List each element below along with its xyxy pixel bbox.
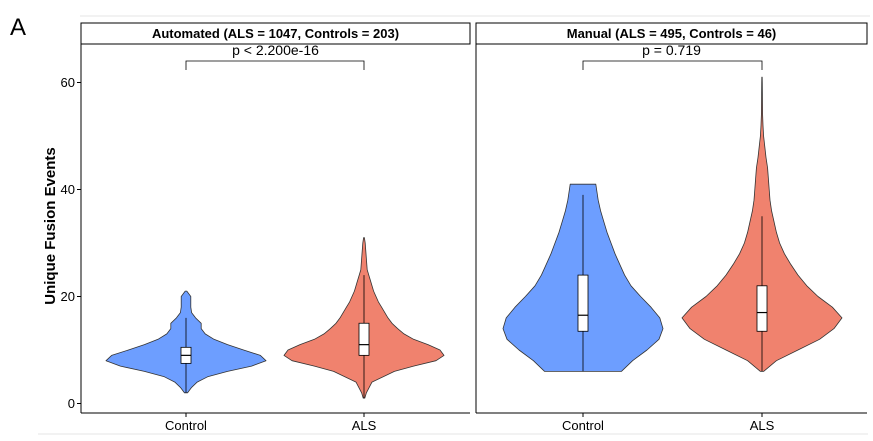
y-axis-label: Unique Fusion Events bbox=[42, 147, 59, 305]
strip-title-automated: Automated (ALS = 1047, Controls = 203) bbox=[152, 26, 399, 41]
strip-manual bbox=[475, 22, 868, 45]
violins-automated bbox=[105, 60, 445, 399]
violins-manual bbox=[502, 60, 843, 372]
y-tick-label: 20 bbox=[61, 289, 75, 304]
strip-automated bbox=[80, 22, 471, 45]
x-axis-manual: Control ALS bbox=[475, 44, 867, 433]
significance-bracket bbox=[185, 60, 365, 70]
x-axis-automated: Control ALS bbox=[81, 412, 470, 433]
p-value-manual: p = 0.719 bbox=[642, 42, 701, 58]
panel-automated: Automated (ALS = 1047, Controls = 203) p… bbox=[80, 22, 471, 433]
x-tick-label: Control bbox=[562, 418, 604, 433]
strip-title-manual: Manual (ALS = 495, Controls = 46) bbox=[567, 26, 777, 41]
y-tick-label: 40 bbox=[61, 182, 75, 197]
y-axis: 0 20 40 60 bbox=[61, 44, 82, 413]
panel-manual: Manual (ALS = 495, Controls = 46) p = 0.… bbox=[475, 22, 868, 433]
x-tick-label: Control bbox=[165, 418, 207, 433]
p-value-automated: p < 2.200e-16 bbox=[232, 42, 319, 58]
y-tick-label: 60 bbox=[61, 75, 75, 90]
significance-bracket bbox=[582, 60, 763, 70]
x-tick-label: ALS bbox=[750, 418, 775, 433]
box-als bbox=[756, 285, 768, 332]
panel-letter: A bbox=[10, 14, 26, 41]
y-tick-label: 0 bbox=[68, 396, 75, 411]
box-control bbox=[577, 274, 589, 332]
box-als bbox=[358, 322, 370, 356]
x-tick-label: ALS bbox=[352, 418, 377, 433]
